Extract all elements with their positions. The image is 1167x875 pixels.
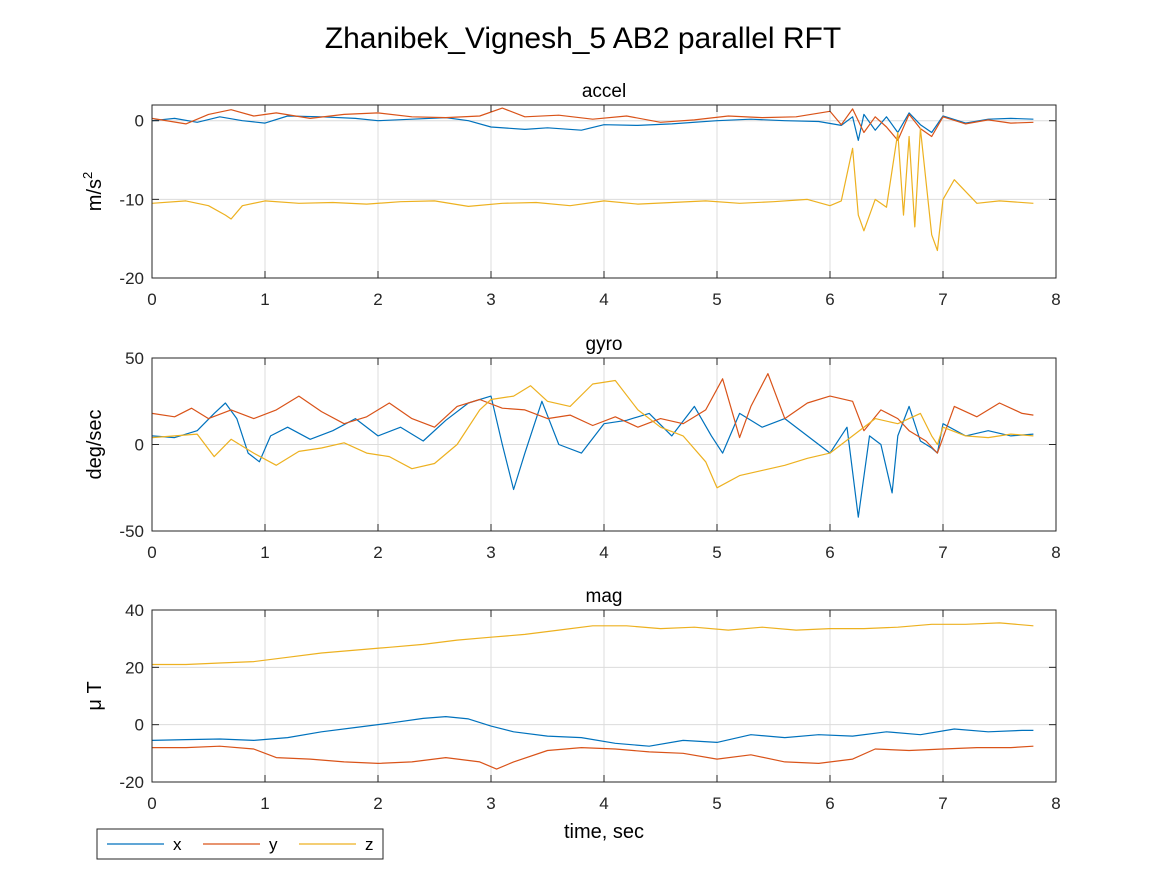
x-tick-label: 8	[1051, 543, 1060, 562]
x-tick-label: 5	[712, 794, 721, 813]
x-tick-label: 7	[938, 543, 947, 562]
subplot-title: mag	[586, 586, 623, 607]
x-axis-label: time, sec	[564, 821, 644, 843]
y-tick-label: 0	[135, 436, 144, 455]
legend-label-x: x	[173, 835, 182, 854]
x-tick-label: 0	[147, 794, 156, 813]
y-tick-label: 50	[125, 349, 144, 368]
x-tick-label: 3	[486, 290, 495, 309]
y-axis-label-text: μ T	[84, 681, 106, 710]
y-tick-label: -50	[119, 522, 144, 541]
legend: x y z	[96, 828, 384, 860]
x-tick-label: 7	[938, 290, 947, 309]
subplot-title: accel	[582, 81, 626, 102]
x-tick-label: 8	[1051, 290, 1060, 309]
y-tick-label: 40	[125, 601, 144, 620]
series-group	[152, 107, 1034, 252]
y-tick-label: 0	[135, 112, 144, 131]
x-tick-label: 3	[486, 543, 495, 562]
x-tick-label: 7	[938, 794, 947, 813]
y-tick-label: 20	[125, 658, 144, 677]
x-tick-label: 5	[712, 290, 721, 309]
x-tick-label: 2	[373, 290, 382, 309]
legend-label-z: z	[365, 835, 374, 854]
y-axis-label: m/s2	[80, 172, 106, 211]
x-tick-label: 4	[599, 794, 608, 813]
y-tick-label: -20	[119, 269, 144, 288]
x-tick-label: 1	[260, 290, 269, 309]
subplot-title: gyro	[586, 334, 623, 355]
x-tick-label: 3	[486, 794, 495, 813]
x-tick-label: 1	[260, 794, 269, 813]
x-tick-label: 0	[147, 543, 156, 562]
y-tick-label: -10	[119, 190, 144, 209]
series-line-z	[152, 622, 1034, 666]
y-axis-label-text: m/s	[84, 179, 106, 211]
figure-title: Zhanibek_Vignesh_5 AB2 parallel RFT	[325, 22, 841, 55]
y-axis-label: μ T	[84, 681, 106, 710]
series-group	[152, 622, 1034, 770]
series-line-x	[152, 716, 1034, 747]
legend-label-y: y	[269, 835, 278, 854]
x-tick-label: 2	[373, 543, 382, 562]
x-tick-label: 6	[825, 290, 834, 309]
x-tick-label: 4	[599, 290, 608, 309]
y-axis-label-superscript: 2	[80, 172, 95, 179]
x-tick-label: 1	[260, 543, 269, 562]
series-group	[152, 373, 1034, 518]
x-tick-label: 8	[1051, 794, 1060, 813]
x-tick-label: 4	[599, 543, 608, 562]
y-tick-label: -20	[119, 773, 144, 792]
series-line-y	[152, 373, 1034, 454]
series-line-z	[152, 379, 1034, 489]
x-tick-label: 5	[712, 543, 721, 562]
y-tick-label: 0	[135, 716, 144, 735]
series-line-z	[152, 128, 1034, 252]
y-axis-label: deg/sec	[84, 409, 106, 479]
x-tick-label: 2	[373, 794, 382, 813]
series-line-y	[152, 745, 1034, 770]
x-tick-label: 6	[825, 543, 834, 562]
x-tick-label: 6	[825, 794, 834, 813]
x-tick-label: 0	[147, 290, 156, 309]
y-axis-label-text: deg/sec	[84, 409, 106, 479]
